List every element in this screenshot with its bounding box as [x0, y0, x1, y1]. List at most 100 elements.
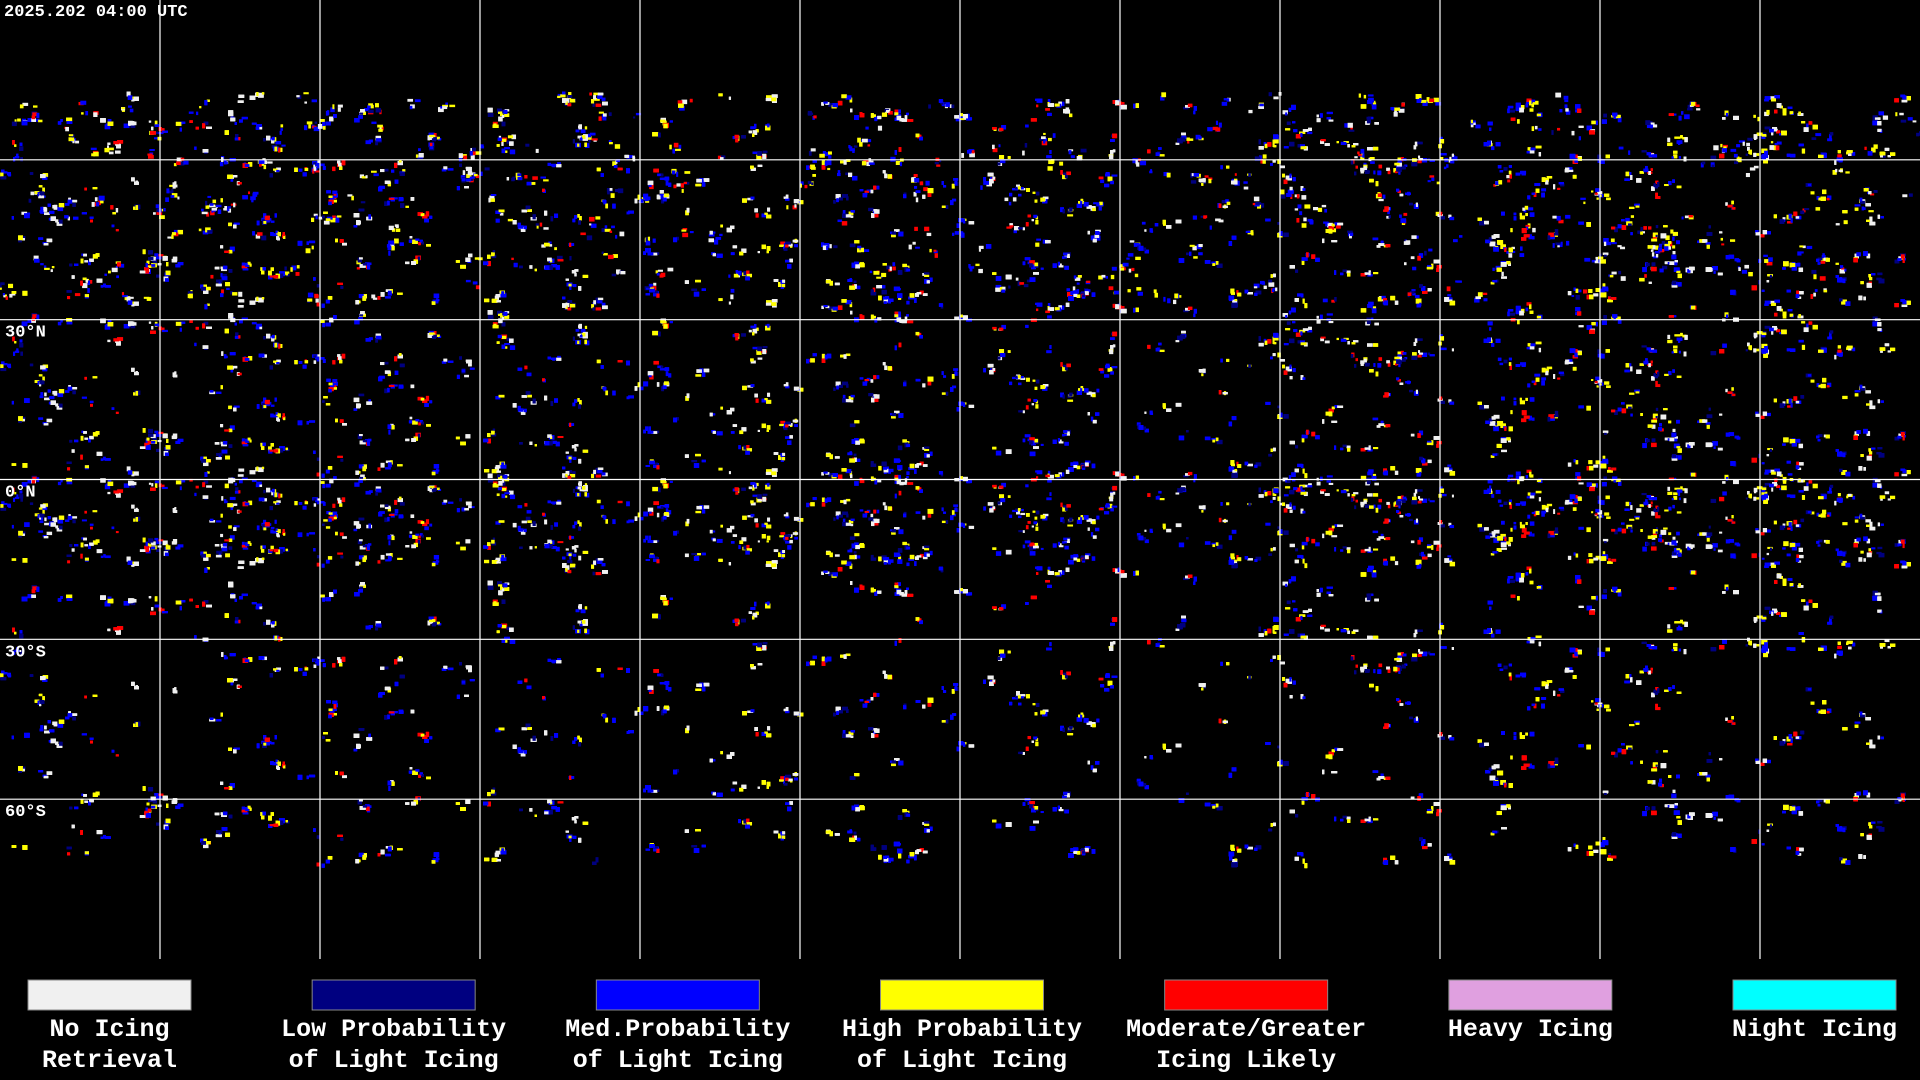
icing-pixel [460, 175, 466, 179]
icing-pixel [326, 216, 333, 220]
icing-pixel [616, 269, 619, 275]
icing-pixel [1192, 245, 1197, 251]
icing-pixel [1427, 180, 1431, 183]
icing-pixel [1520, 246, 1523, 251]
icing-pixel [954, 231, 960, 235]
icing-pixel [877, 125, 883, 131]
icing-pixel [1119, 265, 1124, 269]
icing-pixel [837, 173, 841, 177]
icing-pixel [1094, 234, 1100, 238]
icing-pixel [1681, 111, 1684, 115]
icing-pixel [178, 161, 185, 166]
icing-pixel [332, 215, 336, 219]
icing-pixel [1654, 251, 1661, 254]
icing-pixel [1566, 110, 1571, 115]
icing-pixel [708, 238, 715, 243]
icing-pixel [165, 197, 169, 202]
icing-pixel [1844, 268, 1847, 272]
icing-pixel [828, 155, 832, 159]
icing-pixel [1127, 289, 1131, 293]
icing-pixel [1802, 208, 1806, 213]
icing-pixel [1648, 281, 1652, 284]
icing-pixel [928, 104, 931, 109]
icing-pixel [1014, 226, 1020, 231]
icing-pixel [227, 206, 231, 209]
icing-pixel [1426, 97, 1430, 101]
icing-pixel [658, 195, 663, 200]
icing-pixel [1639, 277, 1645, 282]
icing-pixel [93, 112, 98, 117]
icing-pixel [1609, 274, 1614, 278]
icing-pixel [1843, 220, 1848, 225]
icing-pixel [1400, 218, 1407, 223]
icing-pixel [11, 293, 16, 296]
icing-pixel [217, 209, 222, 214]
icing-pixel [449, 104, 456, 108]
icing-pixel [1871, 147, 1876, 153]
icing-pixel [1059, 161, 1064, 166]
icing-pixel [115, 265, 119, 269]
icing-pixel [1254, 203, 1260, 207]
icing-pixel [295, 272, 300, 276]
icing-pixel [1186, 137, 1190, 141]
icing-pixel [951, 104, 955, 109]
icing-pixel [624, 154, 628, 158]
icing-pixels [0, 91, 1920, 869]
icing-pixel [1128, 268, 1132, 273]
icing-pixel [886, 109, 890, 113]
icing-pixel [499, 212, 504, 216]
icing-pixel [373, 173, 379, 177]
icing-pixel [1552, 215, 1557, 219]
icing-pixel [205, 205, 210, 209]
icing-pixel [506, 177, 510, 181]
icing-pixel [68, 134, 74, 137]
icing-pixel [1440, 157, 1444, 161]
icing-pixel [580, 232, 586, 236]
icing-pixel [1404, 262, 1407, 266]
icing-pixel [719, 233, 723, 237]
icing-pixel [607, 191, 610, 195]
icing-pixel [1271, 288, 1275, 293]
icing-pixel [255, 234, 261, 239]
icing-pixel [1713, 145, 1719, 151]
icing-pixel [1050, 159, 1055, 164]
icing-pixel [824, 243, 830, 248]
icing-pixel [1611, 271, 1617, 275]
icing-pixel [1167, 298, 1171, 304]
icing-pixel [1411, 289, 1416, 292]
icing-pixel [130, 296, 134, 299]
icing-pixel [51, 266, 55, 269]
icing-pixel [1564, 104, 1568, 109]
icing-pixel [1498, 180, 1503, 185]
icing-pixel [648, 283, 653, 287]
icing-pixel [394, 224, 399, 227]
icing-pixel [589, 92, 592, 96]
icing-pixel [1322, 298, 1328, 303]
icing-pixel [415, 154, 419, 158]
icing-pixel [1773, 145, 1778, 151]
icing-pixel [644, 197, 649, 202]
icing-pixel [933, 250, 938, 254]
icing-pixel [1744, 264, 1750, 269]
icing-pixel [1551, 130, 1554, 135]
icing-pixel [1578, 136, 1582, 141]
icing-pixel [608, 254, 614, 260]
icing-pixel [535, 223, 539, 227]
icing-pixel [187, 291, 193, 294]
icing-pixel [517, 173, 522, 178]
icing-pixel [1838, 169, 1843, 172]
icing-pixel [881, 285, 886, 289]
icing-pixel [715, 236, 722, 240]
icing-pixel [351, 195, 354, 201]
icing-pixel [1162, 95, 1165, 99]
icing-pixel [794, 204, 797, 208]
icing-pixel [833, 245, 838, 249]
icing-pixel [733, 273, 739, 278]
icing-pixel [1414, 294, 1420, 299]
icing-pixel [532, 176, 538, 180]
icing-pixel [895, 161, 901, 166]
icing-pixel [196, 111, 199, 116]
icing-pixel [1525, 226, 1529, 230]
icing-pixel [1643, 226, 1648, 230]
icing-pixel [490, 194, 497, 197]
